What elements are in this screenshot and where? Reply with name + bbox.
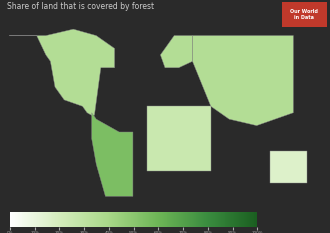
Polygon shape bbox=[147, 106, 211, 171]
Polygon shape bbox=[9, 29, 115, 115]
Polygon shape bbox=[160, 36, 192, 68]
Text: Share of land that is covered by forest: Share of land that is covered by forest bbox=[7, 2, 154, 11]
Polygon shape bbox=[92, 113, 133, 196]
Text: Our World
in Data: Our World in Data bbox=[290, 9, 318, 20]
Polygon shape bbox=[192, 36, 293, 126]
Polygon shape bbox=[270, 151, 307, 183]
